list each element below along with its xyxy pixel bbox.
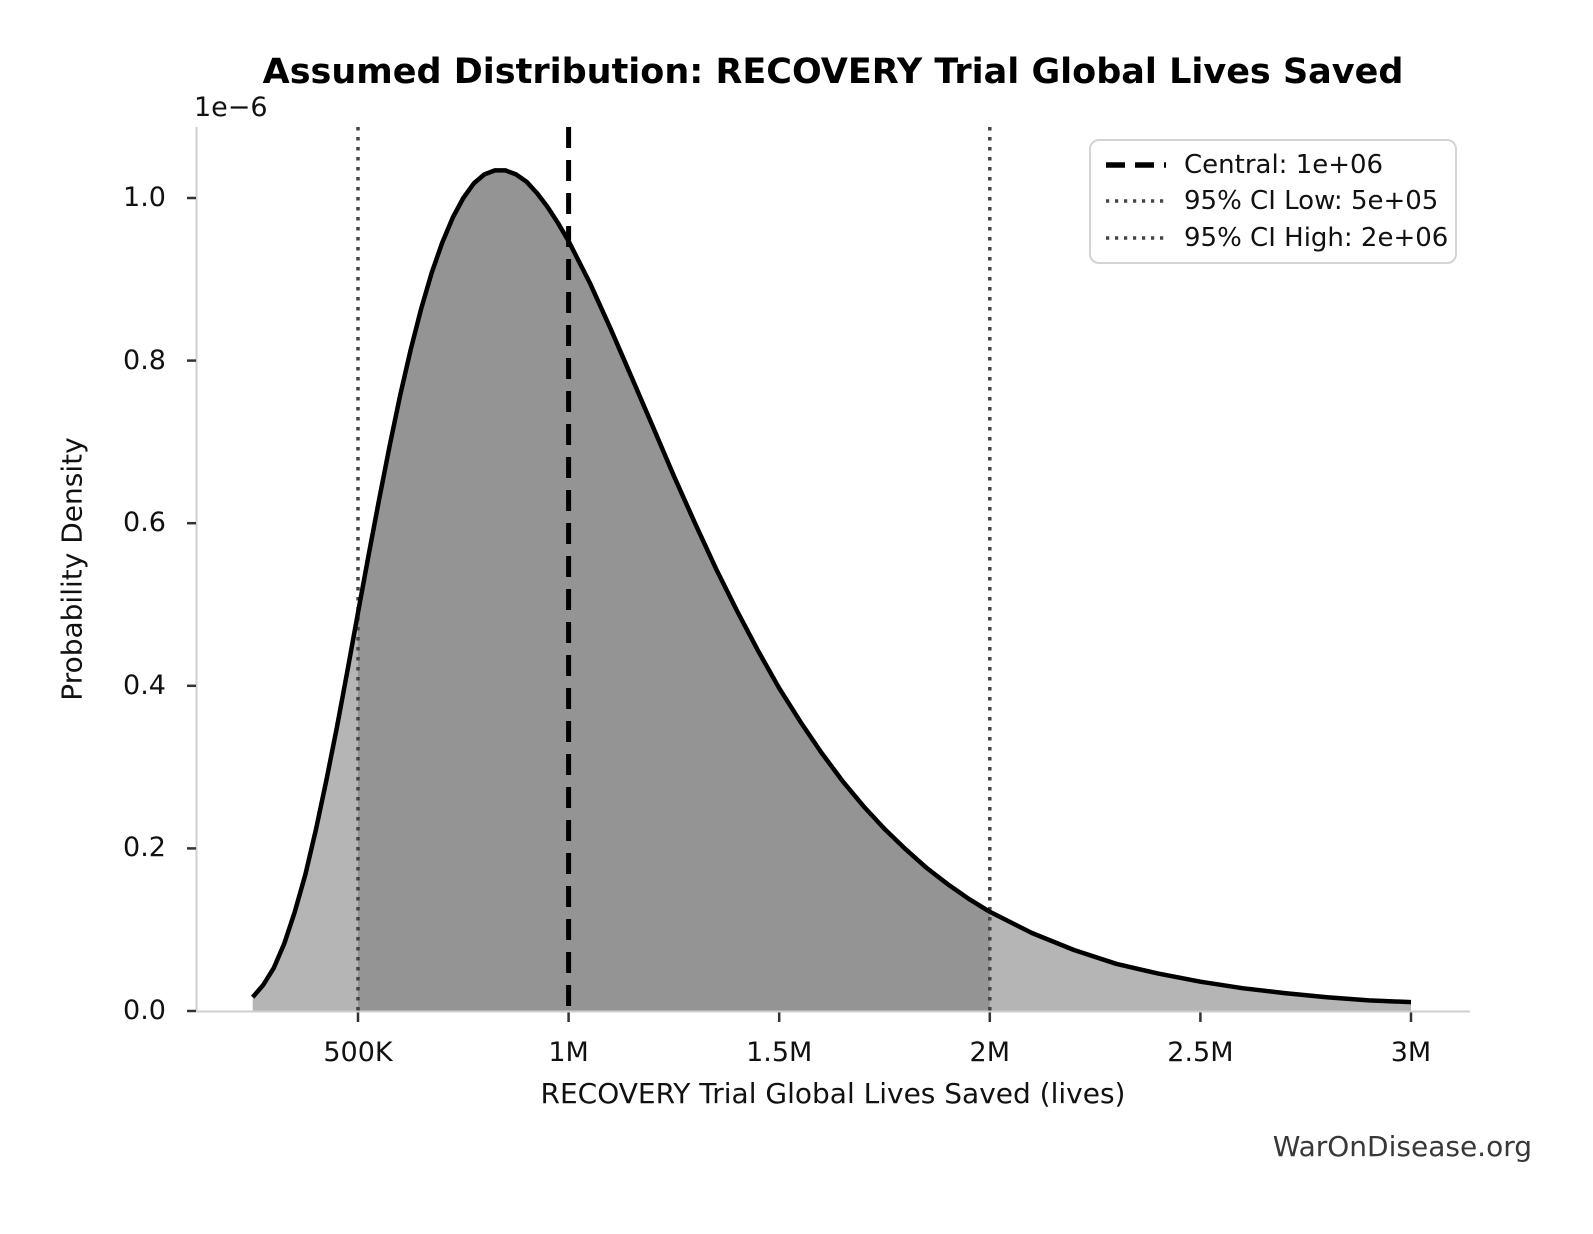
x-tick-label: 2M	[969, 1037, 1011, 1068]
legend-item-ci-low: 95% CI Low: 5e+05	[1105, 186, 1443, 216]
ci-area-fill	[358, 170, 990, 1011]
dotted-line-swatch	[1106, 236, 1166, 240]
x-tick-label: 3M	[1390, 1037, 1432, 1068]
dotted-line-swatch	[1106, 199, 1166, 204]
legend-item-central: Central: 1e+06	[1105, 150, 1443, 180]
x-tick-label: 1.5M	[746, 1037, 813, 1068]
y-tick-label: 0.8	[123, 344, 166, 376]
y-tick-label: 0.2	[123, 832, 166, 864]
x-axis-label: RECOVERY Trial Global Lives Saved (lives…	[540, 1077, 1126, 1110]
legend-label: Central: 1e+06	[1184, 150, 1384, 181]
watermark: WarOnDisease.org	[1272, 1130, 1532, 1163]
chart-title: Assumed Distribution: RECOVERY Trial Glo…	[262, 52, 1404, 92]
density-curve	[250, 168, 1412, 1005]
y-tick-label: 0.0	[123, 995, 166, 1026]
dashed-line-swatch	[1106, 162, 1166, 168]
x-tick-label: 2.5M	[1167, 1037, 1234, 1068]
y-tick-label: 0.4	[123, 669, 166, 701]
legend-item-ci-high: 95% CI High: 2e+06	[1105, 223, 1448, 253]
y-tick-label: 1.0	[123, 182, 166, 213]
y-tick-label: 0.6	[123, 507, 166, 539]
legend-label: 95% CI High: 2e+06	[1184, 222, 1449, 253]
y-axis-scale-label: 1e−6	[194, 92, 268, 123]
x-tick-label: 500K	[323, 1037, 393, 1068]
legend: Central: 1e+06 95% CI Low: 5e+05 95% CI Hi…	[1089, 139, 1457, 264]
x-tick-label: 1M	[548, 1037, 589, 1068]
legend-label: 95% CI Low: 5e+05	[1184, 186, 1439, 217]
